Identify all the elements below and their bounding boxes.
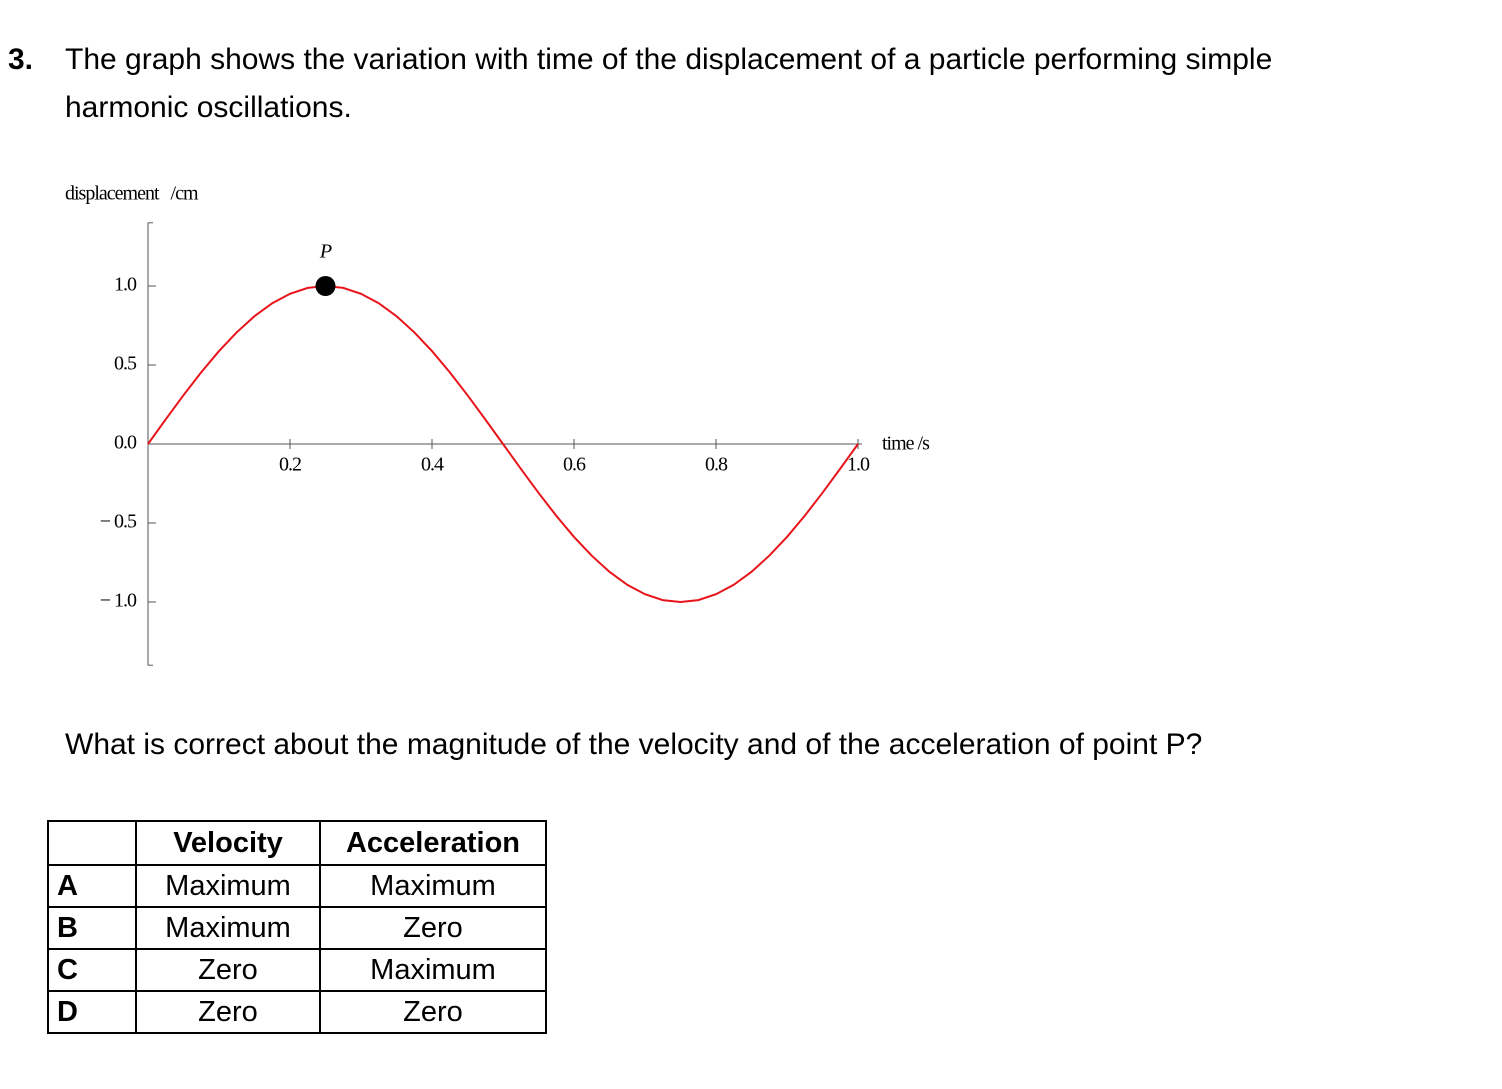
chart: displacement /cm time /s 1.0 0.5 0.0 − 0.5 − 1…	[65, 183, 931, 666]
y-tick-label: 0.0	[114, 432, 137, 454]
answer-table: Velocity Acceleration A Maximum Maximum B Ma…	[47, 820, 547, 1034]
header-row: Velocity Acceleration	[47, 820, 547, 866]
y-tick-label: 1.0	[114, 274, 137, 296]
y-axis-label: displacement /cm	[65, 183, 199, 205]
corner-cell	[47, 820, 137, 866]
y-tick-label: − 1.0	[100, 590, 137, 612]
prompt: What is correct about the magnitude of t…	[65, 728, 1203, 761]
table-cell: Zero	[319, 906, 547, 950]
y-tick-label: − 0.5	[100, 511, 137, 533]
x-axis-label: time /s	[882, 433, 930, 455]
displacement-curve	[147, 284, 859, 604]
x-tick-label: 1.0	[847, 454, 870, 476]
x-tick-label: 0.6	[563, 454, 586, 476]
question-text: The graph shows the variation with time …	[65, 43, 1273, 124]
option-letter: A	[47, 864, 137, 908]
option-letter: D	[47, 990, 137, 1034]
x-tick-label: 0.8	[705, 454, 728, 476]
table-row: A Maximum Maximum	[47, 864, 547, 908]
table-cell: Maximum	[135, 906, 321, 950]
table-cell: Maximum	[319, 948, 547, 992]
table-cell: Zero	[319, 990, 547, 1034]
point-label: P	[319, 241, 332, 263]
table-row: C Zero Maximum	[47, 948, 547, 992]
question-number: 3.	[8, 43, 34, 76]
table-row: D Zero Zero	[47, 990, 547, 1034]
point	[315, 276, 336, 296]
table-cell: Zero	[135, 948, 321, 992]
table-cell: Maximum	[319, 864, 547, 908]
header-cell: Acceleration	[319, 820, 547, 866]
table-cell: Maximum	[135, 864, 321, 908]
header-cell: Velocity	[135, 820, 321, 866]
x-tick-label: 0.4	[421, 454, 444, 476]
option-letter: C	[47, 948, 137, 992]
table-cell: Zero	[135, 990, 321, 1034]
x-tick-label: 0.2	[279, 454, 301, 476]
option-letter: B	[47, 906, 137, 950]
table-row: B Maximum Zero	[47, 906, 547, 950]
y-tick-label: 0.5	[114, 353, 137, 375]
